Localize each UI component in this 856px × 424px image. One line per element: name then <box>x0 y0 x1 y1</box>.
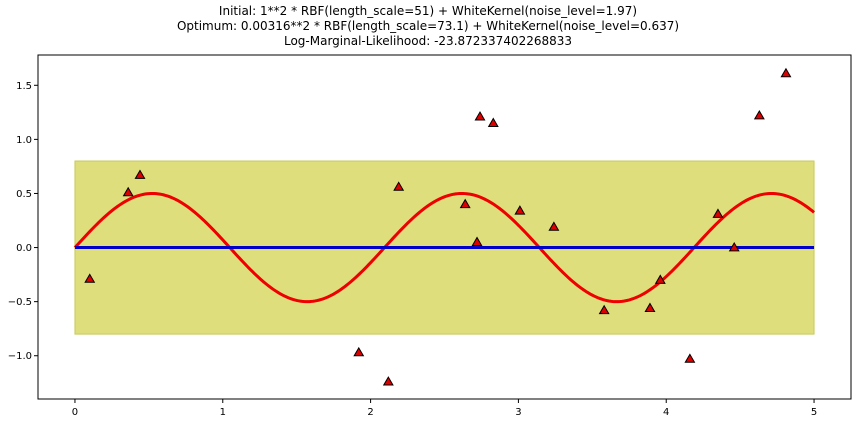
data-point-3 <box>353 346 365 357</box>
data-point-16 <box>712 208 724 218</box>
y-tick-label-3: 0.5 <box>16 189 32 200</box>
data-point-6 <box>459 198 471 209</box>
plot-area <box>73 67 816 386</box>
data-point-14 <box>654 274 666 284</box>
data-point-1 <box>122 186 134 197</box>
chart-title-line-3: Log-Marginal-Likelihood: -23.87233740226… <box>283 34 573 48</box>
sine-function-line <box>73 191 816 304</box>
data-point-0 <box>84 273 96 283</box>
x-tick-label-4: 4 <box>663 407 669 418</box>
data-point-17 <box>728 241 740 252</box>
y-tick-label-1: −0.5 <box>8 297 32 308</box>
data-point-12 <box>598 304 610 315</box>
y-tick-label-5: 1.5 <box>16 81 32 92</box>
data-point-13 <box>644 302 656 312</box>
data-point-9 <box>487 117 499 127</box>
data-point-19 <box>780 67 792 78</box>
data-point-5 <box>393 181 405 191</box>
chart-title-line-2: Optimum: 0.00316**2 * RBF(length_scale=7… <box>176 19 680 33</box>
x-tick-label-5: 5 <box>811 407 817 418</box>
data-point-4 <box>382 376 394 386</box>
data-point-8 <box>474 111 486 121</box>
x-tick-label-0: 0 <box>72 407 78 418</box>
data-point-2 <box>134 169 146 179</box>
data-point-10 <box>514 205 526 215</box>
y-tick-label-0: −1.0 <box>8 351 32 362</box>
x-tick-label-2: 2 <box>367 407 373 418</box>
data-point-11 <box>548 221 560 231</box>
y-tick-label-4: 1.0 <box>16 135 32 146</box>
x-tick-label-3: 3 <box>515 407 521 418</box>
axes-frame <box>37 54 852 400</box>
x-tick-label-1: 1 <box>220 407 226 418</box>
data-point-18 <box>753 109 765 120</box>
chart-title-line-1: Initial: 1**2 * RBF(length_scale=51) + W… <box>218 4 638 18</box>
data-point-15 <box>684 353 696 363</box>
data-point-7 <box>471 236 483 246</box>
y-tick-label-2: 0.0 <box>16 243 32 254</box>
